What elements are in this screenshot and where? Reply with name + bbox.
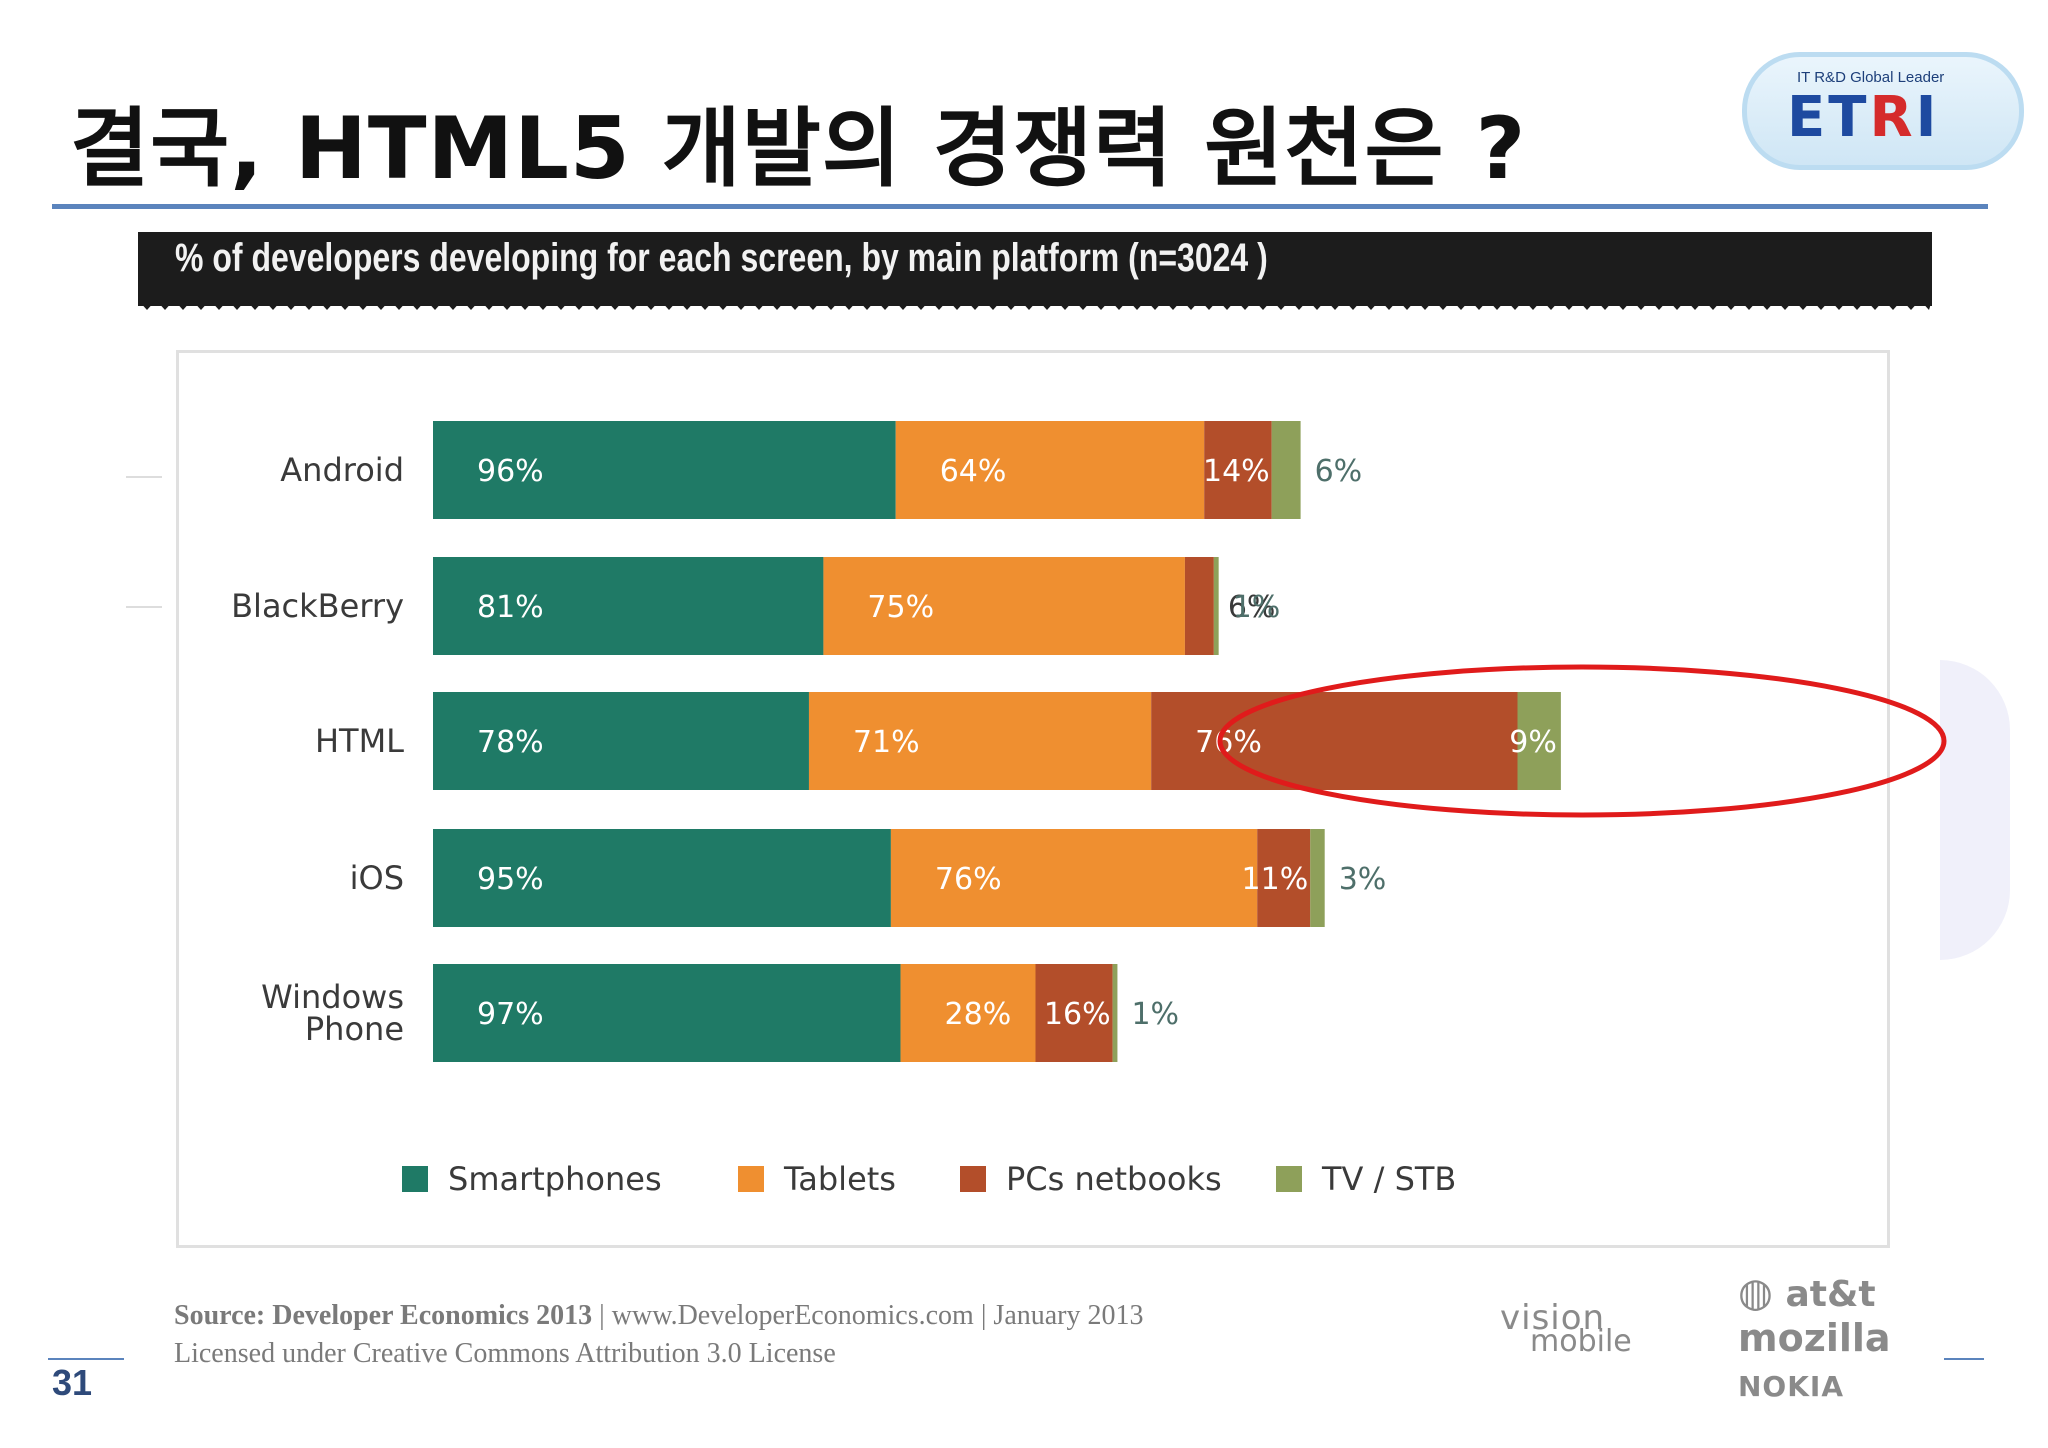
bar-segment — [433, 964, 901, 1062]
source-details: | www.DeveloperEconomics.com | January 2… — [592, 1300, 1144, 1331]
data-label: 16% — [1044, 997, 1111, 1032]
bar-segment — [433, 421, 896, 519]
bar-segment — [1112, 964, 1118, 1062]
legend-label: TV / STB — [1321, 1160, 1456, 1198]
mozilla-logo: mozilla — [1738, 1316, 1891, 1360]
bar-segment — [890, 829, 1258, 927]
category-label: Phone — [305, 1010, 404, 1048]
bar-segment — [823, 557, 1185, 655]
slide-title: 결국, HTML5 개발의 경쟁력 원천은 ? — [70, 99, 1527, 199]
bar-segment — [1204, 421, 1272, 519]
header-zigzag-edge — [138, 300, 1932, 310]
data-label: 78% — [477, 725, 544, 760]
legend-swatch — [1276, 1166, 1302, 1192]
legend-swatch — [960, 1166, 986, 1192]
category-label: BlackBerry — [231, 587, 404, 625]
data-label: 97% — [477, 997, 544, 1032]
data-label: 3% — [1339, 862, 1387, 897]
data-label: 96% — [477, 454, 544, 489]
legend-swatch — [738, 1166, 764, 1192]
license-line: Licensed under Creative Commons Attribut… — [174, 1338, 836, 1369]
footer-rule-left — [48, 1358, 124, 1360]
bar-segment — [433, 692, 809, 790]
data-label: 71% — [853, 725, 920, 760]
bar-segment — [1271, 421, 1301, 519]
data-label: 28% — [945, 997, 1012, 1032]
data-label: 76% — [935, 862, 1002, 897]
data-label: 64% — [940, 454, 1007, 489]
decorative-line — [126, 606, 162, 608]
bar-segment — [895, 421, 1205, 519]
bar-segment — [1035, 964, 1113, 1062]
chart-header-text: % of developers developing for each scre… — [175, 236, 1268, 280]
legend-label: PCs netbooks — [1006, 1160, 1222, 1198]
source-line: Source: Developer Economics 2013 | www.D… — [174, 1300, 1144, 1332]
logo-wordmark: ETRI — [1787, 85, 1939, 150]
logo-tagline: IT R&D Global Leader — [1797, 69, 1945, 86]
data-label: 6% — [1228, 590, 1276, 625]
mobile-text: mobile — [1530, 1324, 1632, 1359]
category-label: Android — [280, 451, 404, 489]
bar-segment — [1257, 829, 1311, 927]
bar-segment — [900, 964, 1036, 1062]
data-label: 9% — [1509, 725, 1557, 760]
data-label: 6% — [1315, 454, 1363, 489]
logo-letter-red: R — [1869, 85, 1916, 150]
source-label: Source: Developer Economics 2013 — [174, 1300, 593, 1331]
logo-letters: ET — [1787, 85, 1870, 150]
bar-segment — [1310, 829, 1325, 927]
legend-label: Tablets — [783, 1160, 896, 1198]
bar-segment — [433, 829, 891, 927]
page-number: 31 — [52, 1362, 93, 1403]
data-label: 1% — [1131, 997, 1179, 1032]
legend-label: Smartphones — [448, 1160, 662, 1198]
data-label: 1% — [1233, 590, 1281, 625]
bar-segment — [1517, 692, 1561, 790]
vision-text: vision — [1500, 1298, 1606, 1338]
logo-letter: I — [1915, 85, 1940, 150]
data-label: 95% — [477, 862, 544, 897]
decorative-line — [126, 476, 162, 478]
visionmobile-logo: vision mobile — [1500, 1298, 1690, 1359]
att-logo: ◍ at&t — [1738, 1270, 1876, 1316]
etri-logo: IT R&D Global Leader ETRI — [1742, 52, 2024, 170]
legend-swatch — [402, 1166, 428, 1192]
data-label: 81% — [477, 590, 544, 625]
data-label: 75% — [867, 590, 934, 625]
bar-segment — [1151, 692, 1518, 790]
att-text: at&t — [1785, 1274, 1876, 1315]
category-label: HTML — [315, 722, 404, 760]
chart-header-band — [138, 232, 1932, 306]
bar-segment — [1184, 557, 1214, 655]
data-label: 11% — [1242, 862, 1309, 897]
bar-segment — [433, 557, 824, 655]
category-label: Windows — [261, 978, 404, 1016]
category-label: iOS — [350, 859, 404, 897]
highlight-ellipse — [1217, 664, 1947, 818]
footer-rule-right — [1944, 1358, 1984, 1360]
nokia-logo: NOKIA — [1738, 1370, 1845, 1403]
background-shape — [1940, 660, 2010, 960]
data-label: 14% — [1203, 454, 1270, 489]
bar-segment — [1213, 557, 1219, 655]
bar-segment — [808, 692, 1152, 790]
title-underline — [52, 204, 1988, 209]
